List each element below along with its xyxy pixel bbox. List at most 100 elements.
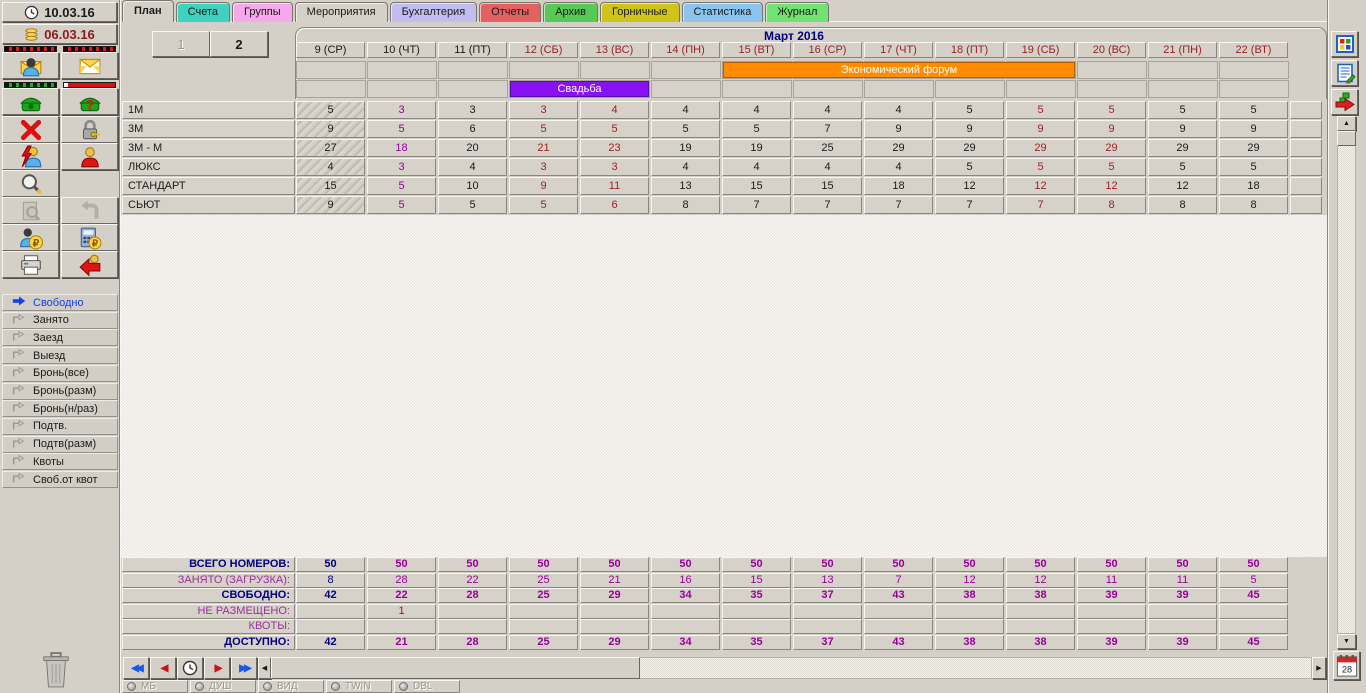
tab-0[interactable]: План xyxy=(122,0,174,22)
room-cell[interactable]: 6 xyxy=(438,120,507,138)
last-button[interactable]: ▶▶ xyxy=(231,657,257,679)
current-date-button[interactable]: 10.03.16 xyxy=(2,2,117,22)
room-cell[interactable]: 27 xyxy=(296,139,365,157)
calc-ruble-button[interactable]: ₽ xyxy=(61,224,118,251)
room-cell[interactable]: 29 xyxy=(935,139,1004,157)
prev-button[interactable]: ◀ xyxy=(150,657,176,679)
room-cell[interactable]: 29 xyxy=(1006,139,1075,157)
room-cell[interactable]: 8 xyxy=(1219,196,1288,214)
transfer-button[interactable] xyxy=(1331,89,1358,115)
column-header-0[interactable]: 9 (СР) xyxy=(296,42,365,58)
status-toggle-1[interactable]: ДУШ xyxy=(190,680,256,693)
tab-6[interactable]: Архив xyxy=(543,2,599,22)
lock-button[interactable] xyxy=(61,116,118,143)
room-cell[interactable]: 5 xyxy=(367,196,436,214)
column-header-8[interactable]: 17 (ЧТ) xyxy=(864,42,933,58)
column-header-13[interactable]: 22 (ВТ) xyxy=(1219,42,1288,58)
room-cell[interactable]: 4 xyxy=(580,101,649,119)
room-cell[interactable]: 29 xyxy=(1077,139,1146,157)
tab-4[interactable]: Бухгалтерия xyxy=(389,2,478,22)
page-1-button[interactable]: 1 xyxy=(152,31,210,57)
event-cell[interactable] xyxy=(1077,80,1147,98)
phone-question-button[interactable]: ? xyxy=(61,88,118,115)
room-cell[interactable]: 3 xyxy=(367,101,436,119)
room-cell[interactable]: 19 xyxy=(651,139,720,157)
room-cell[interactable]: 6 xyxy=(580,196,649,214)
room-cell[interactable]: 10 xyxy=(438,177,507,195)
room-cell[interactable]: 9 xyxy=(296,120,365,138)
room-cell[interactable]: 5 xyxy=(367,177,436,195)
room-cell[interactable]: 7 xyxy=(793,120,862,138)
room-cell[interactable]: 5 xyxy=(438,196,507,214)
first-button[interactable]: ◀◀ xyxy=(123,657,149,679)
delete-button[interactable] xyxy=(2,116,59,143)
room-cell[interactable]: 5 xyxy=(367,120,436,138)
checkout-button[interactable] xyxy=(61,251,118,278)
status-toggle-2[interactable]: ВИД xyxy=(258,680,324,693)
room-cell[interactable]: 5 xyxy=(509,196,578,214)
event-cell[interactable] xyxy=(438,80,508,98)
room-cell[interactable]: 8 xyxy=(651,196,720,214)
event-cell[interactable] xyxy=(1219,61,1289,79)
room-cell[interactable]: 5 xyxy=(1077,101,1146,119)
room-cell[interactable]: 9 xyxy=(1219,120,1288,138)
room-row-label-4[interactable]: СТАНДАРТ xyxy=(122,177,295,195)
legend-item-2[interactable]: Заезд xyxy=(2,329,118,347)
room-cell[interactable]: 29 xyxy=(1219,139,1288,157)
hscroll-left-button[interactable]: ◀ xyxy=(258,657,271,679)
room-cell[interactable]: 13 xyxy=(651,177,720,195)
event-bar-0[interactable]: Экономический форум xyxy=(723,62,1075,78)
event-cell[interactable] xyxy=(935,80,1005,98)
room-cell[interactable]: 25 xyxy=(793,139,862,157)
hscrollbar-thumb[interactable] xyxy=(271,657,640,679)
event-cell[interactable] xyxy=(864,80,934,98)
room-cell[interactable]: 9 xyxy=(864,120,933,138)
room-cell[interactable]: 29 xyxy=(1148,139,1217,157)
column-header-7[interactable]: 16 (СР) xyxy=(793,42,862,58)
event-cell[interactable] xyxy=(1006,80,1076,98)
room-cell[interactable]: 3 xyxy=(580,158,649,176)
room-cell[interactable]: 8 xyxy=(1148,196,1217,214)
legend-item-1[interactable]: Занято xyxy=(2,311,118,329)
event-cell[interactable] xyxy=(651,80,721,98)
room-cell[interactable]: 4 xyxy=(864,158,933,176)
room-cell[interactable]: 5 xyxy=(1148,158,1217,176)
event-cell[interactable] xyxy=(296,80,366,98)
room-cell[interactable]: 5 xyxy=(1219,158,1288,176)
room-cell[interactable]: 7 xyxy=(935,196,1004,214)
room-cell[interactable]: 4 xyxy=(651,101,720,119)
search-button[interactable] xyxy=(2,170,59,197)
room-cell[interactable]: 4 xyxy=(722,158,791,176)
room-cell[interactable]: 5 xyxy=(935,158,1004,176)
event-cell[interactable] xyxy=(1148,80,1218,98)
room-cell[interactable]: 3 xyxy=(367,158,436,176)
tab-2[interactable]: Группы xyxy=(232,2,293,22)
room-cell[interactable]: 12 xyxy=(1006,177,1075,195)
room-cell-extra[interactable] xyxy=(1290,120,1322,138)
column-header-10[interactable]: 19 (СБ) xyxy=(1006,42,1075,58)
room-cell[interactable]: 4 xyxy=(793,101,862,119)
legend-item-9[interactable]: Квоты xyxy=(2,453,118,471)
room-cell[interactable]: 5 xyxy=(651,120,720,138)
room-row-label-0[interactable]: 1М xyxy=(122,101,295,119)
event-bar-1[interactable]: Свадьба xyxy=(510,81,649,97)
room-cell[interactable]: 5 xyxy=(1006,101,1075,119)
room-cell[interactable]: 4 xyxy=(438,158,507,176)
mail-button[interactable] xyxy=(61,52,118,79)
room-cell[interactable]: 5 xyxy=(722,120,791,138)
status-toggle-3[interactable]: TWIN xyxy=(326,680,392,693)
legend-item-4[interactable]: Бронь(все) xyxy=(2,364,118,382)
room-cell[interactable]: 5 xyxy=(509,120,578,138)
room-cell[interactable]: 3 xyxy=(509,158,578,176)
vscroll-down-button[interactable]: ▼ xyxy=(1337,634,1356,649)
event-cell[interactable] xyxy=(1148,61,1218,79)
page-2-button[interactable]: 2 xyxy=(210,31,268,57)
room-cell[interactable]: 9 xyxy=(1077,120,1146,138)
room-cell[interactable]: 5 xyxy=(935,101,1004,119)
room-cell[interactable]: 5 xyxy=(1148,101,1217,119)
column-header-4[interactable]: 13 (ВС) xyxy=(580,42,649,58)
column-header-6[interactable]: 15 (ВТ) xyxy=(722,42,791,58)
event-cell[interactable] xyxy=(1219,80,1289,98)
person-ruble-button[interactable]: ₽ xyxy=(2,224,59,251)
tab-9[interactable]: Журнал xyxy=(765,2,830,22)
